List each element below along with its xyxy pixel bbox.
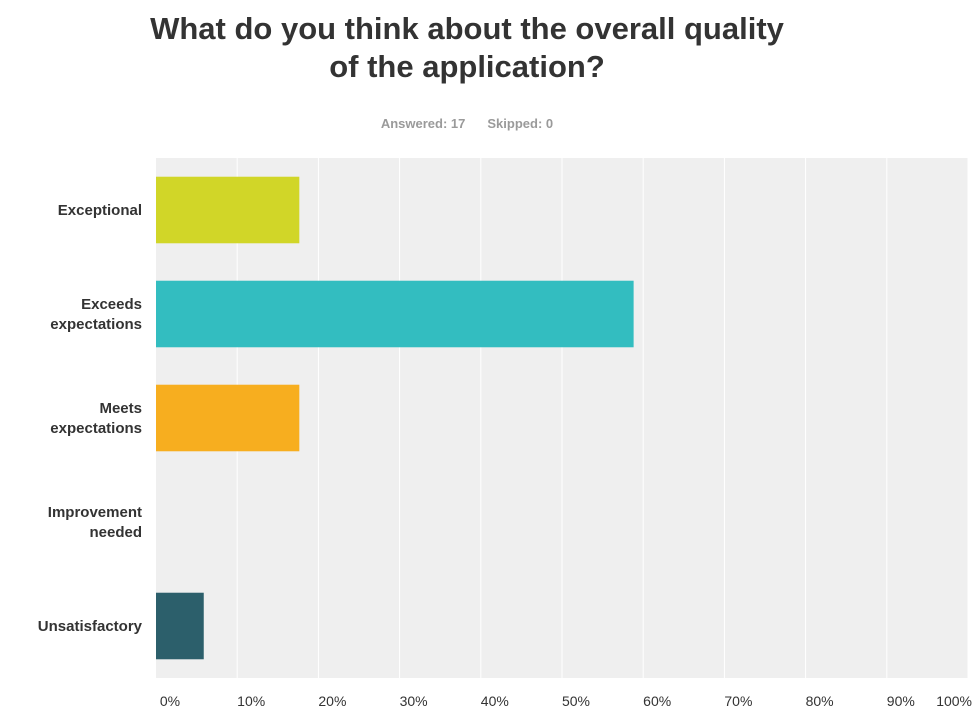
category-label: Improvement xyxy=(48,504,142,521)
chart-title: What do you think about the overall qual… xyxy=(0,10,934,86)
x-tick-label: 20% xyxy=(318,693,346,709)
response-summary: Answered: 17 Skipped: 0 xyxy=(0,116,934,131)
chart-title-line-1: What do you think about the overall qual… xyxy=(150,11,784,46)
answered-count: Answered: 17 xyxy=(380,116,466,131)
x-tick-label: 100% xyxy=(936,693,972,709)
x-tick-label: 40% xyxy=(481,693,509,709)
category-label: Exceeds xyxy=(81,296,142,313)
bar xyxy=(156,592,204,660)
category-label: Meets xyxy=(99,400,142,417)
category-label: expectations xyxy=(50,316,142,333)
category-label: expectations xyxy=(50,420,142,437)
category-label: Exceptional xyxy=(58,202,142,219)
x-tick-label: 50% xyxy=(562,693,590,709)
skipped-count: Skipped: 0 xyxy=(487,116,554,131)
x-tick-label: 60% xyxy=(643,693,671,709)
category-label: Unsatisfactory xyxy=(38,618,143,635)
x-tick-label: 70% xyxy=(724,693,752,709)
x-tick-label: 10% xyxy=(237,693,265,709)
x-tick-label: 90% xyxy=(887,693,915,709)
x-tick-label: 80% xyxy=(806,693,834,709)
bar xyxy=(156,280,634,348)
x-tick-label: 0% xyxy=(160,693,180,709)
bar xyxy=(156,176,300,244)
bar xyxy=(156,384,300,452)
x-tick-label: 30% xyxy=(400,693,428,709)
category-label: needed xyxy=(89,524,142,541)
chart-title-line-2: of the application? xyxy=(329,49,605,84)
